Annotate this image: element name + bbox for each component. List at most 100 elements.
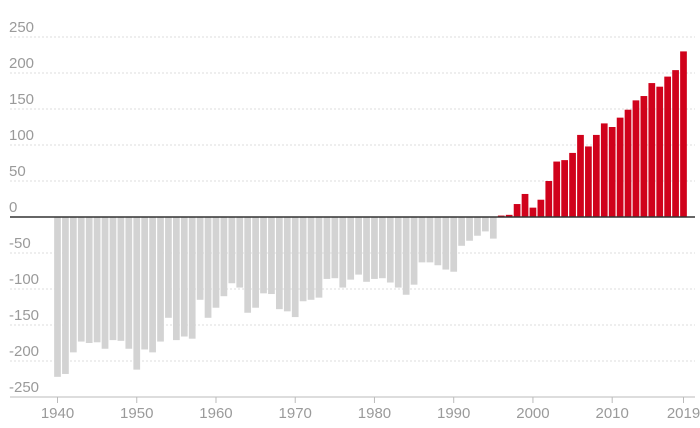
y-tick-label: -200 [9,343,39,360]
bar-1957 [188,217,196,339]
bar-2007 [585,146,592,217]
bar-1999 [521,193,529,217]
bar-1972 [307,217,315,300]
y-tick-label: 200 [9,55,34,72]
bar-2012 [624,109,632,217]
bar-1981 [379,217,386,279]
bar-1948 [117,217,125,341]
bar-1993 [474,217,481,236]
x-tick-label: 1980 [358,405,391,422]
y-tick-labels: 250 200 150 100 50 0 -50 -100 -150 -200 -250 [9,19,39,396]
bar-1943 [77,217,85,342]
bar-2010 [608,127,616,217]
bar-1940 [54,217,61,377]
x-tick-label: 2010 [595,405,628,422]
bar-2008 [592,134,600,217]
bar-2005 [569,152,576,217]
bar-1956 [180,217,188,337]
bar-1983 [394,217,402,288]
bar-1955 [173,217,180,341]
bar-1954 [165,217,172,318]
bar-1988 [434,217,442,266]
bar-2011 [616,117,624,217]
y-tick-label: 100 [9,127,34,144]
bar-1953 [157,217,164,342]
bar-1984 [402,217,410,295]
bar-1949 [125,217,133,349]
bar-1986 [418,217,426,263]
bar-1976 [339,217,347,288]
bar-1946 [101,217,109,349]
y-tick-label: 50 [9,163,26,180]
x-tick-label: 1960 [199,405,232,422]
bar-1992 [466,217,473,241]
axes [10,216,695,403]
bar-1966 [260,217,267,294]
y-tick-label: 250 [9,19,34,36]
bar-2016 [656,86,664,218]
bar-1979 [363,217,370,282]
bar-1962 [228,217,236,284]
bar-1978 [355,217,362,275]
y-tick-label: -150 [9,307,39,324]
bar-1963 [236,217,244,288]
bar-1941 [62,217,69,374]
bar-2003 [553,161,561,217]
bar-1961 [220,217,228,297]
bar-1971 [299,217,307,302]
bar-1959 [204,217,212,318]
x-tick-label: 1940 [41,405,74,422]
bar-1998 [513,204,521,217]
bar-1989 [442,217,450,270]
y-tick-label: 150 [9,91,34,108]
bar-1950 [133,217,141,370]
bar-1942 [69,217,77,353]
y-tick-label: -100 [9,271,39,288]
bar-2017 [664,76,672,217]
y-tick-label: 0 [9,199,17,216]
bar-1945 [93,217,101,343]
bar-1965 [252,217,259,308]
y-tick-label: -250 [9,379,39,396]
bar-1991 [458,217,465,246]
bar-2001 [537,199,545,217]
bar-1987 [426,217,434,263]
bars [54,51,687,377]
x-tick-label: 1950 [120,405,153,422]
bar-1947 [109,217,117,341]
bar-1973 [315,217,323,298]
bar-2002 [545,181,553,217]
x-tick-label: 1970 [279,405,312,422]
bar-1969 [283,217,291,312]
bar-1985 [410,217,418,285]
bar-1995 [489,217,497,239]
bar-2004 [561,160,568,217]
bar-1975 [331,217,339,279]
bar-2018 [672,70,679,218]
bar-1974 [323,217,331,279]
bar-2019 [680,51,687,218]
x-tick-label: 2000 [516,405,549,422]
x-tick-label: 1990 [437,405,470,422]
bar-1968 [276,217,283,310]
bar-1952 [149,217,156,353]
bar-1980 [371,217,378,279]
x-tick-labels: 1940 1950 1960 1970 1980 1990 2000 2010 2019 [41,405,700,422]
bar-1997 [505,214,513,217]
bar-1977 [347,217,355,280]
bar-1967 [268,217,275,295]
x-tick-label: 2019 [667,405,700,422]
bar-2000 [529,207,537,217]
bar-2014 [640,96,648,217]
bar-1964 [244,217,252,313]
bar-1990 [450,217,458,272]
bar-2006 [577,134,584,217]
bar-2013 [632,100,640,217]
bar-1944 [85,217,93,343]
y-tick-label: -50 [9,235,31,252]
bar-1982 [386,217,394,283]
bar-2015 [648,83,656,217]
bar-1960 [212,217,220,308]
